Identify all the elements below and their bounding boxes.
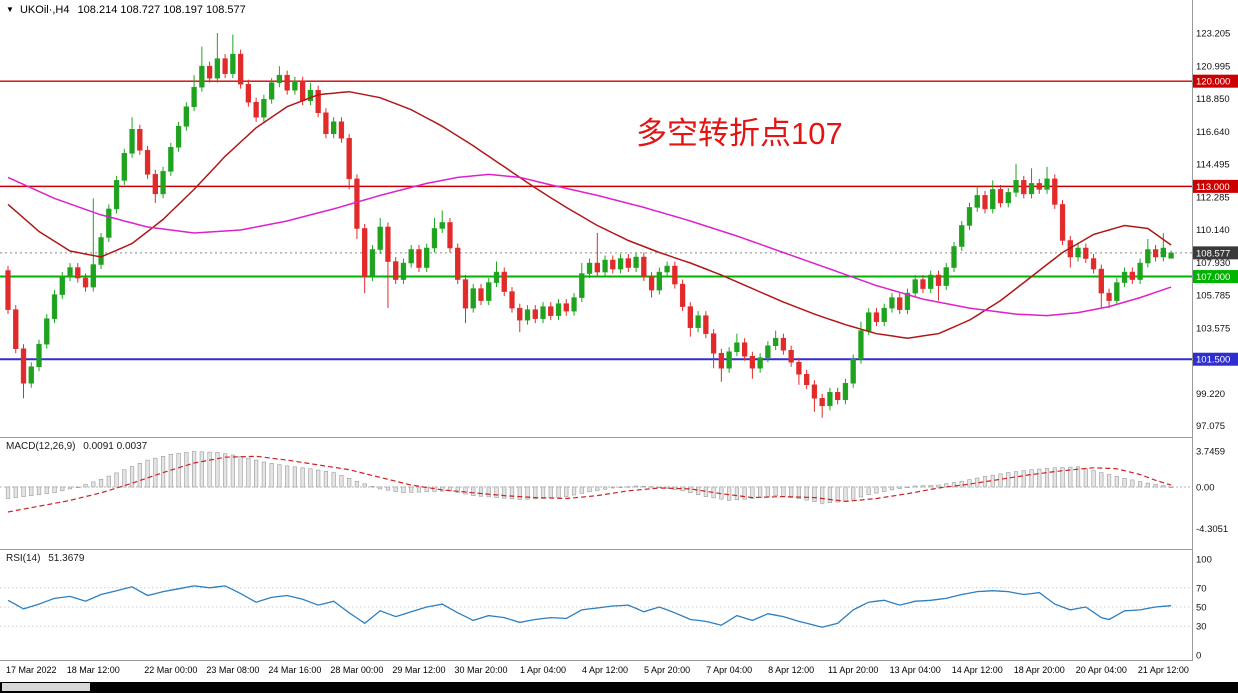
time-axis-label: 4 Apr 12:00	[582, 665, 629, 675]
macd-indicator-canvas[interactable]: 3.7459 0.00 -4.3051	[0, 437, 1238, 549]
rsi-indicator-canvas[interactable]: 100 70 50 30 0	[0, 549, 1238, 661]
ma-slow-line	[7, 173, 1172, 317]
svg-text:108.577: 108.577	[1196, 248, 1230, 259]
price-badge-107.000	[1193, 270, 1238, 284]
time-axis-label: 8 Apr 12:00	[768, 665, 815, 675]
taskbar-tab[interactable]	[2, 683, 90, 691]
time-axis-label: 23 Mar 08:00	[206, 665, 260, 675]
time-axis-label: 17 Mar 2022	[5, 665, 57, 675]
time-axis-label: 24 Mar 16:00	[268, 665, 322, 675]
svg-text:70: 70	[1196, 583, 1207, 594]
svg-text:107.930: 107.930	[1196, 258, 1230, 269]
macd-signal-line	[7, 455, 1172, 513]
svg-text:103.575: 103.575	[1196, 324, 1230, 335]
time-axis-label: 21 Apr 12:00	[1137, 665, 1189, 675]
svg-text:30: 30	[1196, 622, 1207, 633]
taskbar	[0, 682, 1238, 693]
svg-text:112.285: 112.285	[1196, 193, 1230, 204]
rsi-indicator-value: 51.3679	[48, 553, 85, 564]
svg-text:99.220: 99.220	[1196, 389, 1225, 400]
macd-histogram	[5, 451, 1174, 504]
svg-text:50: 50	[1196, 603, 1207, 614]
price-badge-101.500	[1193, 352, 1238, 366]
svg-text:118.850: 118.850	[1196, 94, 1230, 105]
macd-indicator-name: MACD(12,26,9)	[6, 441, 76, 452]
time-axis-label: 20 Apr 04:00	[1075, 665, 1127, 675]
svg-text:101.500: 101.500	[1196, 355, 1230, 366]
time-axis-label: 30 Mar 20:00	[454, 665, 508, 675]
time-axis: 17 Mar 2022 18 Mar 12:00 22 Mar 00:00 23 Ma…	[0, 661, 1238, 682]
ohlc-values: 108.214 108.727 108.197 108.577	[77, 4, 246, 16]
svg-text:116.640: 116.640	[1196, 127, 1230, 138]
ma-fast-line	[7, 90, 1172, 339]
time-axis-label: 18 Mar 12:00	[66, 665, 120, 675]
time-axis-label: 7 Apr 04:00	[706, 665, 753, 675]
svg-text:123.205: 123.205	[1196, 29, 1230, 40]
chart-title: ▼ UKOil·,H4 108.214 108.727 108.197 108.…	[6, 4, 246, 16]
svg-text:114.495: 114.495	[1196, 159, 1230, 170]
svg-text:110.140: 110.140	[1196, 225, 1230, 236]
svg-text:97.075: 97.075	[1196, 421, 1225, 432]
price-badge-108.577	[1193, 246, 1238, 260]
svg-text:3.7459: 3.7459	[1196, 447, 1225, 458]
chart-collapse-icon[interactable]: ▼	[6, 5, 14, 14]
time-axis-label: 29 Mar 12:00	[392, 665, 446, 675]
price-badge-120.000	[1193, 74, 1238, 88]
svg-text:105.785: 105.785	[1196, 290, 1230, 301]
svg-text:113.000: 113.000	[1196, 182, 1230, 193]
price-badge-113.000	[1193, 179, 1238, 193]
candlesticks	[5, 33, 1174, 418]
macd-panel-label: MACD(12,26,9) 0.0091 0.0037	[6, 441, 147, 452]
time-axis-label: 14 Apr 12:00	[951, 665, 1003, 675]
time-axis-label: 28 Mar 00:00	[330, 665, 384, 675]
time-axis-label: 13 Apr 04:00	[889, 665, 941, 675]
svg-text:120.000: 120.000	[1196, 77, 1230, 88]
time-axis-label: 11 Apr 20:00	[827, 665, 879, 675]
svg-text:107.000: 107.000	[1196, 272, 1230, 283]
time-axis-label: 22 Mar 00:00	[144, 665, 198, 675]
price-chart-canvas[interactable]: 123.205 120.995 118.850 116.640 114.495 112.2…	[0, 0, 1238, 437]
time-axis-label: 18 Apr 20:00	[1013, 665, 1065, 675]
rsi-panel-label: RSI(14) 51.3679	[6, 553, 84, 564]
symbol-period-label: UKOil·,H4	[19, 4, 70, 16]
rsi-indicator-name: RSI(14)	[6, 553, 41, 564]
annotation-text: 多空转折点107	[636, 116, 843, 151]
time-axis-label: 5 Apr 20:00	[644, 665, 691, 675]
macd-indicator-values: 0.0091 0.0037	[83, 441, 148, 452]
svg-text:0: 0	[1196, 651, 1201, 662]
svg-text:100: 100	[1196, 555, 1212, 566]
time-axis-label: 1 Apr 04:00	[519, 665, 567, 675]
svg-text:-4.3051: -4.3051	[1196, 524, 1228, 535]
svg-text:0.00: 0.00	[1196, 483, 1215, 494]
rsi-line	[7, 585, 1172, 628]
svg-text:120.995: 120.995	[1196, 62, 1230, 73]
